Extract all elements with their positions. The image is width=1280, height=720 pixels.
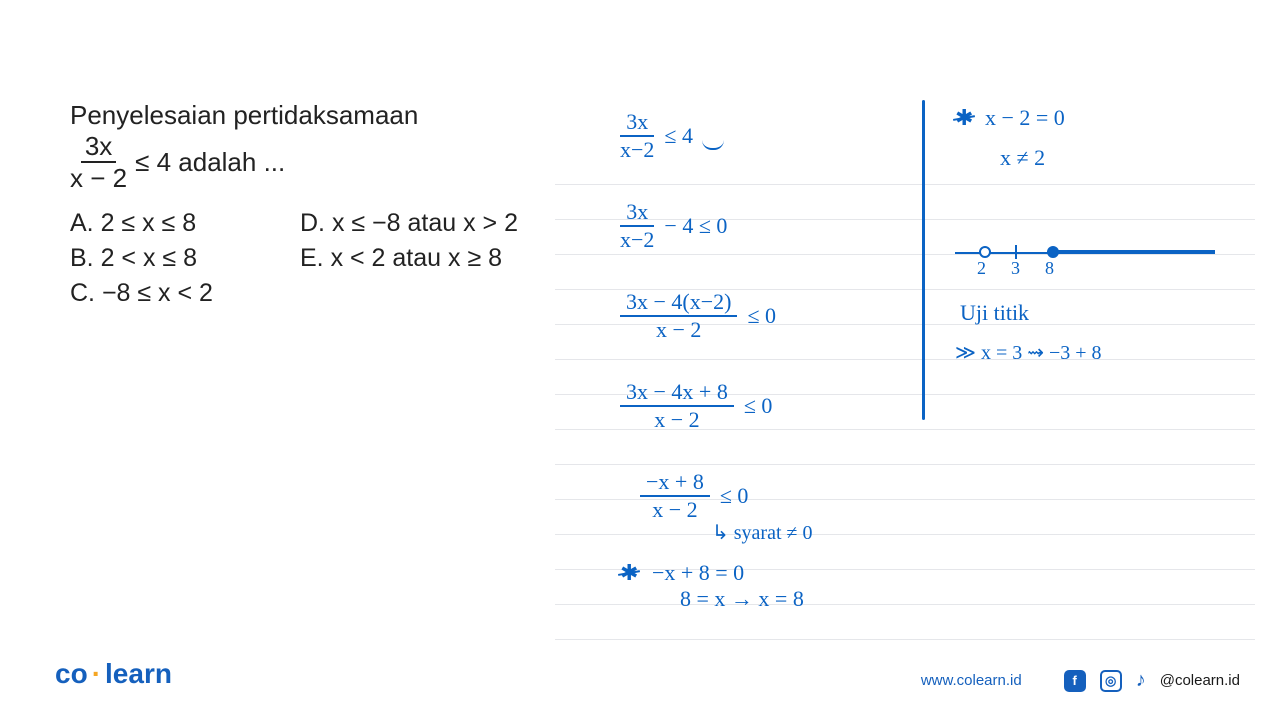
question-formula: 3x x − 2 ≤ 4 adalah ... <box>70 133 285 191</box>
right-step-2: x ≠ 2 <box>1000 145 1045 171</box>
footer-right: www.colearn.id f ◎ ♪ @colearn.id <box>921 669 1240 692</box>
fraction-numerator: 3x <box>81 133 116 163</box>
question-rhs: ≤ 4 adalah ... <box>135 147 285 178</box>
instagram-icon: ◎ <box>1100 670 1122 692</box>
number-line: 2 3 8 <box>955 240 1215 280</box>
brand-dot: · <box>88 658 105 689</box>
numline-solution-segment <box>1050 250 1215 254</box>
social-handle: @colearn.id <box>1160 672 1240 689</box>
tiktok-icon: ♪ <box>1136 669 1146 692</box>
right1: x − 2 = 0 <box>985 105 1065 130</box>
work-step-1: 3x x−2 ≤ 4 <box>620 110 693 162</box>
step4-den: x − 2 <box>654 407 699 432</box>
step4-num: 3x − 4x + 8 <box>620 380 734 407</box>
step5-den: x − 2 <box>652 497 697 522</box>
step2-den: x−2 <box>620 227 654 252</box>
test-point: ≫ x = 3 ⇝ −3 + 8 <box>955 340 1102 365</box>
step1-den: x−2 <box>620 137 654 162</box>
numline-label-8: 8 <box>1045 258 1054 279</box>
question-title: Penyelesaian pertidaksamaan <box>70 100 590 131</box>
bullet-asterisk-struck-icon: ✱ <box>955 105 973 130</box>
work-step-3: 3x − 4(x−2) x − 2 ≤ 0 <box>620 290 776 342</box>
question-fraction: 3x x − 2 <box>70 133 127 191</box>
right-step-1: ✱ x − 2 = 0 <box>955 105 1065 131</box>
work-step-5: −x + 8 x − 2 ≤ 0 ↳ syarat ≠ 0 <box>640 470 813 545</box>
step3-num: 3x − 4(x−2) <box>620 290 737 317</box>
facebook-icon: f <box>1064 670 1086 692</box>
brand-learn: learn <box>105 658 172 689</box>
option-c: C. −8 ≤ x < 2 <box>70 279 300 308</box>
work-step-2: 3x x−2 − 4 ≤ 0 <box>620 200 727 252</box>
step6a: −x + 8 = 0 <box>652 560 744 585</box>
step4-rhs: ≤ 0 <box>744 393 773 419</box>
bullet-asterisk-struck-icon: ✱ <box>620 560 638 585</box>
options-grid: A. 2 ≤ x ≤ 8 D. x ≤ −8 atau x > 2 B. 2 <… <box>70 209 590 308</box>
work-step-4: 3x − 4x + 8 x − 2 ≤ 0 <box>620 380 772 432</box>
option-e: E. x < 2 atau x ≥ 8 <box>300 244 590 273</box>
step3-rhs: ≤ 0 <box>747 303 776 329</box>
option-b: B. 2 < x ≤ 8 <box>70 244 300 273</box>
step5-num: −x + 8 <box>640 470 710 497</box>
brand-logo: co·learn <box>55 658 172 690</box>
right2: x ≠ 2 <box>1000 145 1045 170</box>
footer-url: www.colearn.id <box>921 672 1022 689</box>
uji-titik-label: Uji titik <box>960 300 1029 326</box>
numline-label-3: 3 <box>1011 258 1020 279</box>
step5-rhs: ≤ 0 <box>720 483 749 509</box>
option-a: A. 2 ≤ x ≤ 8 <box>70 209 300 238</box>
option-d: D. x ≤ −8 atau x > 2 <box>300 209 590 238</box>
step5-note: ↳ syarat ≠ 0 <box>712 520 813 545</box>
closed-point-icon <box>1047 246 1059 258</box>
vertical-divider <box>922 100 925 420</box>
step1-num: 3x <box>620 110 654 137</box>
work-step-6: ✱ −x + 8 = 0 8 = x → x = 8 <box>620 560 804 612</box>
step1-rhs: ≤ 4 <box>664 123 693 149</box>
brand-co: co <box>55 658 88 689</box>
open-point-icon <box>979 246 991 258</box>
smile-underline-icon <box>702 140 724 150</box>
numline-label-2: 2 <box>977 258 986 279</box>
step3-den: x − 2 <box>656 317 701 342</box>
step2-rhs: − 4 ≤ 0 <box>664 213 727 239</box>
step2-num: 3x <box>620 200 654 227</box>
question-block: Penyelesaian pertidaksamaan 3x x − 2 ≤ 4… <box>70 100 590 308</box>
fraction-denominator: x − 2 <box>70 163 127 191</box>
tick-mark <box>1015 245 1017 259</box>
step6b: 8 = x → x = 8 <box>680 586 804 612</box>
